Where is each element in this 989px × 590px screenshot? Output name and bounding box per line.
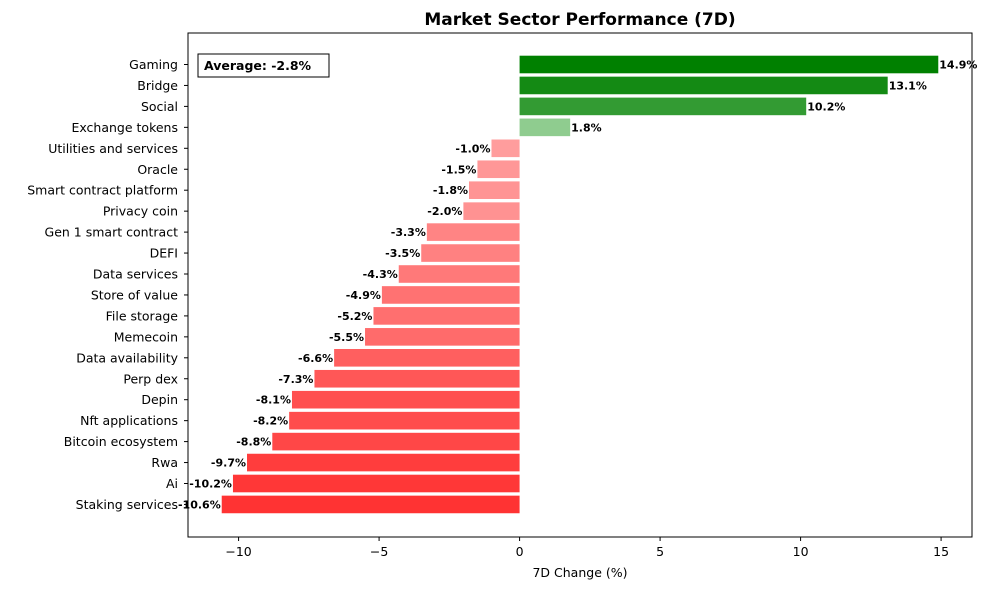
- category-label: Smart contract platform: [27, 183, 178, 198]
- bar-data-availability: [334, 349, 520, 367]
- category-label: Depin: [141, 392, 178, 407]
- bar-rwa: [247, 453, 520, 472]
- x-axis-ticks: −10 −5 0 5 10 15: [225, 537, 949, 559]
- bar-smart-contract-platform: [469, 181, 520, 199]
- average-box: [197, 53, 330, 78]
- bar-exchange-tokens: [519, 118, 571, 137]
- value-label: -4.9%: [346, 289, 381, 302]
- bar-depin: [291, 390, 520, 409]
- average-text: Average: -2.8%: [204, 58, 312, 73]
- category-label: Ai: [166, 476, 178, 491]
- x-tick-label: 5: [656, 544, 664, 559]
- category-label: Bitcoin ecosystem: [64, 434, 178, 449]
- bar-privacy-coin: [463, 202, 520, 220]
- bar-social: [519, 97, 807, 116]
- value-label: -1.0%: [455, 142, 490, 155]
- category-label: Oracle: [137, 162, 178, 177]
- bar-perp-dex: [314, 369, 520, 388]
- value-label: 13.1%: [889, 79, 927, 92]
- bar-file-storage: [373, 307, 520, 325]
- x-tick-label: 15: [933, 544, 949, 559]
- category-label: Perp dex: [123, 371, 178, 386]
- category-label: Gen 1 smart contract: [45, 225, 179, 240]
- value-label: -1.8%: [433, 184, 468, 197]
- value-label: -10.6%: [178, 498, 221, 511]
- value-label: -4.3%: [363, 268, 398, 281]
- value-label: 1.8%: [571, 121, 602, 134]
- value-label: -3.5%: [385, 247, 420, 260]
- category-label: Bridge: [137, 78, 178, 93]
- plot-frame: [187, 32, 973, 538]
- bar-data-services: [398, 265, 520, 283]
- bar-gen-1-smart-contract: [426, 223, 520, 241]
- category-label: Data services: [93, 267, 178, 282]
- category-label: Memecoin: [114, 329, 178, 344]
- category-label: Data availability: [76, 350, 178, 365]
- bars-group: [221, 55, 939, 514]
- category-label: Rwa: [151, 455, 178, 470]
- value-label: -5.5%: [329, 331, 364, 344]
- value-label: 14.9%: [939, 59, 977, 72]
- x-tick-label: 10: [793, 544, 809, 559]
- category-label: Utilities and services: [48, 141, 178, 156]
- category-label: Nft applications: [80, 413, 178, 428]
- x-tick-label: 0: [516, 544, 524, 559]
- value-label: -6.6%: [298, 352, 333, 365]
- bar-memecoin: [365, 328, 520, 346]
- bar-gaming: [519, 55, 939, 74]
- bar-oracle: [477, 160, 520, 179]
- bar-bridge: [519, 76, 888, 95]
- bar-staking-services: [221, 495, 520, 514]
- bar-bitcoin-ecosystem: [272, 432, 520, 451]
- bar-nft-applications: [289, 411, 520, 430]
- category-label: Social: [141, 99, 178, 114]
- category-label: Gaming: [129, 57, 178, 72]
- value-label: -2.0%: [427, 205, 462, 218]
- bar-defi: [421, 244, 520, 262]
- category-labels: Gaming Bridge Social Exchange tokens Utiliti…: [27, 57, 188, 512]
- chart-title: Market Sector Performance (7D): [424, 10, 735, 30]
- category-label: DEFI: [150, 246, 178, 261]
- value-label: -7.3%: [278, 373, 313, 386]
- value-label: -3.3%: [391, 226, 426, 239]
- value-label: -8.2%: [253, 415, 288, 428]
- x-axis-label: 7D Change (%): [532, 565, 627, 580]
- value-label: -8.1%: [256, 394, 291, 407]
- value-label: -10.2%: [189, 478, 232, 491]
- bar-ai: [232, 474, 520, 493]
- category-label: Privacy coin: [103, 204, 178, 219]
- average-annotation: Average: -2.8%: [197, 53, 330, 78]
- value-label: -1.5%: [441, 163, 476, 176]
- bar-store-of-value: [381, 286, 520, 304]
- category-label: File storage: [106, 308, 179, 323]
- value-label: 10.2%: [807, 100, 845, 113]
- value-label: -8.8%: [236, 436, 271, 449]
- data-labels: 14.9%13.1%10.2%1.8%-1.0%-1.5%-1.8%-2.0%-…: [178, 59, 977, 512]
- bar-utilities-and-services: [491, 139, 520, 158]
- x-tick-label: −5: [370, 544, 388, 559]
- value-label: -9.7%: [211, 457, 246, 470]
- category-label: Exchange tokens: [71, 120, 178, 135]
- category-label: Store of value: [91, 287, 178, 302]
- x-tick-label: −10: [225, 544, 251, 559]
- category-label: Staking services: [76, 497, 178, 512]
- value-label: -5.2%: [337, 310, 372, 323]
